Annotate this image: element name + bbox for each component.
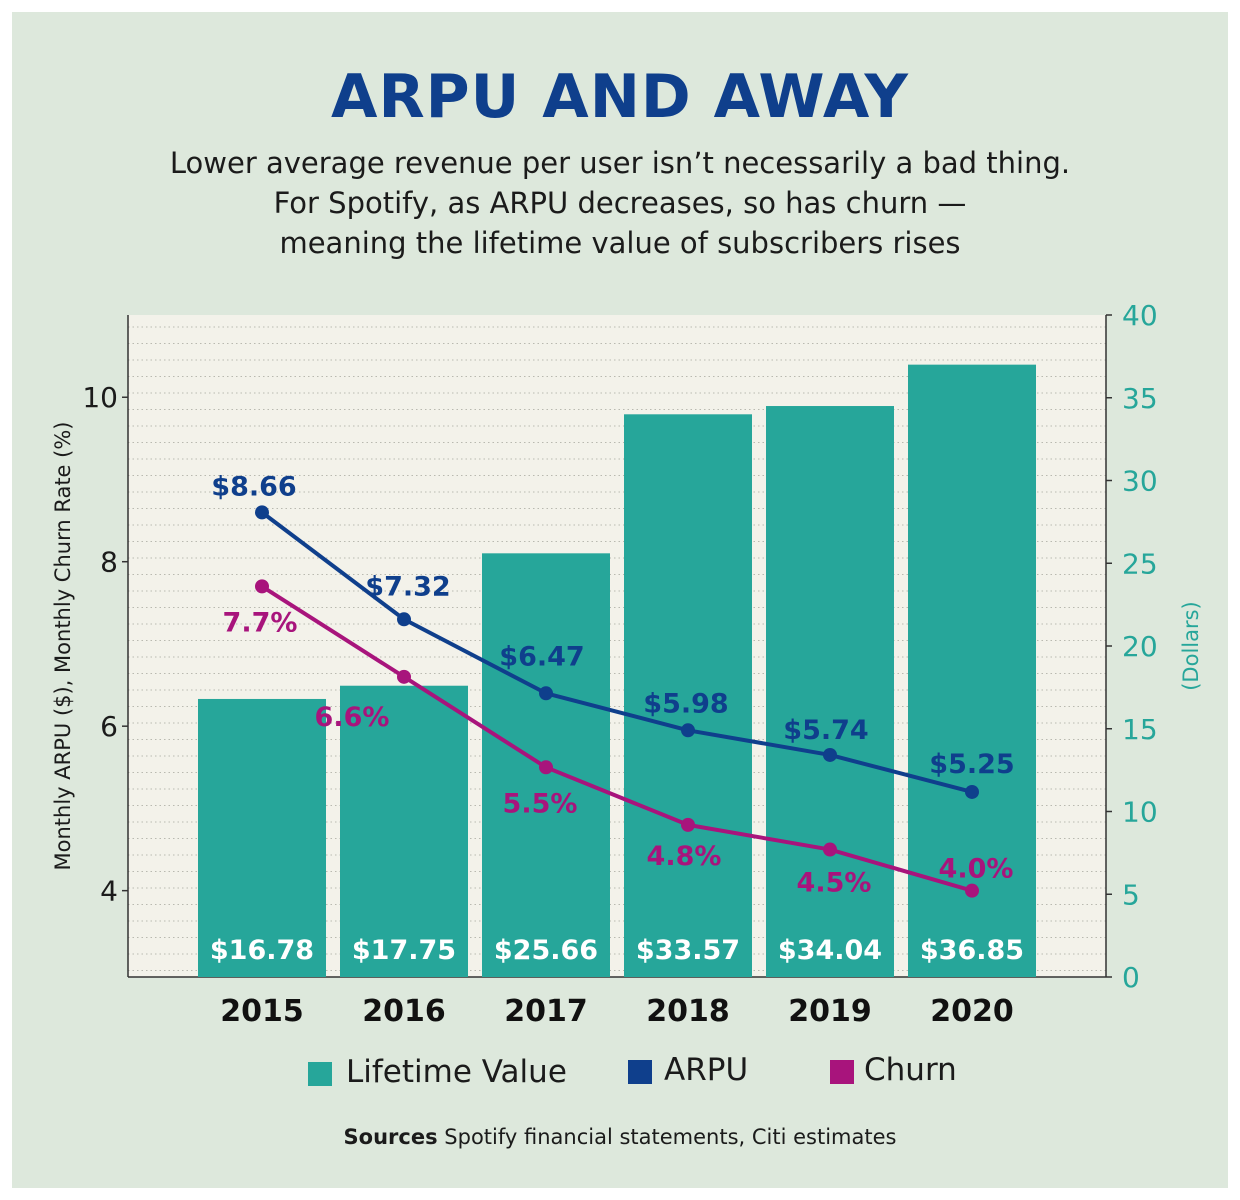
left-tick-label: 4 [100,875,118,908]
subtitle-line-2: For Spotify, as ARPU decreases, so has c… [273,186,967,220]
churn-point [397,669,411,684]
left-tick-label: 10 [82,381,118,414]
source-note: Sources Spotify financial statements, Ci… [0,1125,1240,1149]
churn-line [260,584,973,893]
right-tick-label: 20 [1122,630,1158,663]
legend-swatch-churn [830,1060,854,1084]
churn-value-label: 5.5% [503,788,578,819]
x-tick-label: 2019 [788,994,872,1029]
legend-swatch-lifetime-value [308,1062,332,1086]
legend-label-arpu: ARPU [664,1052,749,1088]
right-axis-title: (Dollars) [1179,601,1203,691]
x-tick-label: 2017 [504,994,588,1029]
arpu-point [823,747,837,762]
arpu-point [539,686,553,701]
arpu-point [255,505,269,520]
bar-value-label: $33.57 [636,935,740,966]
left-tick-label: 6 [100,710,118,743]
churn-value-label: 6.6% [315,702,390,733]
legend-label-lifetime-value: Lifetime Value [346,1054,567,1090]
x-tick-label: 2018 [646,994,730,1029]
churn-point [539,760,553,775]
bar-lifetime-value [766,406,894,977]
bar-value-label: $16.78 [210,935,314,966]
subtitle-line-3: meaning the lifetime value of subscriber… [279,226,961,260]
left-axis-title: Monthly ARPU ($), Monthly Churn Rate (%) [51,422,75,871]
right-tick-label: 0 [1122,961,1140,994]
bar-value-label: $25.66 [494,935,598,966]
arpu-line [260,510,973,794]
right-tick-label: 15 [1122,713,1158,746]
chart-title: ARPU AND AWAY [331,62,909,132]
right-tick-label: 10 [1122,796,1158,829]
right-tick-label: 30 [1122,465,1158,498]
x-tick-label: 2016 [362,994,446,1029]
churn-value-label: 4.5% [797,868,872,899]
churn-point [255,579,269,594]
churn-point [965,883,979,898]
churn-value-label: 4.0% [939,854,1014,885]
x-tick-label: 2020 [930,994,1014,1029]
bar-lifetime-value [340,685,468,977]
source-text: Spotify financial statements, Citi estim… [444,1125,897,1149]
arpu-value-label: $5.74 [783,715,868,746]
arpu-value-label: $5.98 [643,688,728,719]
churn-value-label: 4.8% [647,841,722,872]
churn-point [823,842,837,857]
right-tick-label: 5 [1122,878,1140,911]
right-tick-label: 35 [1122,382,1158,415]
bar-value-label: $36.85 [920,935,1024,966]
source-label: Sources [343,1125,438,1149]
arpu-value-label: $7.32 [365,571,450,602]
bar-value-label: $34.04 [778,935,882,966]
x-tick-label: 2015 [220,994,304,1029]
arpu-value-label: $6.47 [499,641,584,672]
arpu-point [397,612,411,627]
bar-lifetime-value [908,364,1036,977]
bar-lifetime-value [624,414,752,977]
arpu-value-label: $5.25 [929,749,1014,780]
churn-point [681,817,695,832]
left-tick-label: 8 [100,546,118,579]
legend-swatch-arpu [628,1060,652,1084]
churn-value-label: 7.7% [223,607,298,638]
right-tick-label: 25 [1122,547,1158,580]
bar-value-label: $17.75 [352,935,456,966]
arpu-point [681,723,695,738]
arpu-value-label: $8.66 [211,471,296,502]
subtitle-line-1: Lower average revenue per user isn’t nec… [169,146,1071,180]
arpu-point [965,784,979,799]
right-tick-label: 40 [1122,299,1158,332]
bar-lifetime-value [198,698,326,977]
legend-label-churn: Churn [864,1052,957,1088]
